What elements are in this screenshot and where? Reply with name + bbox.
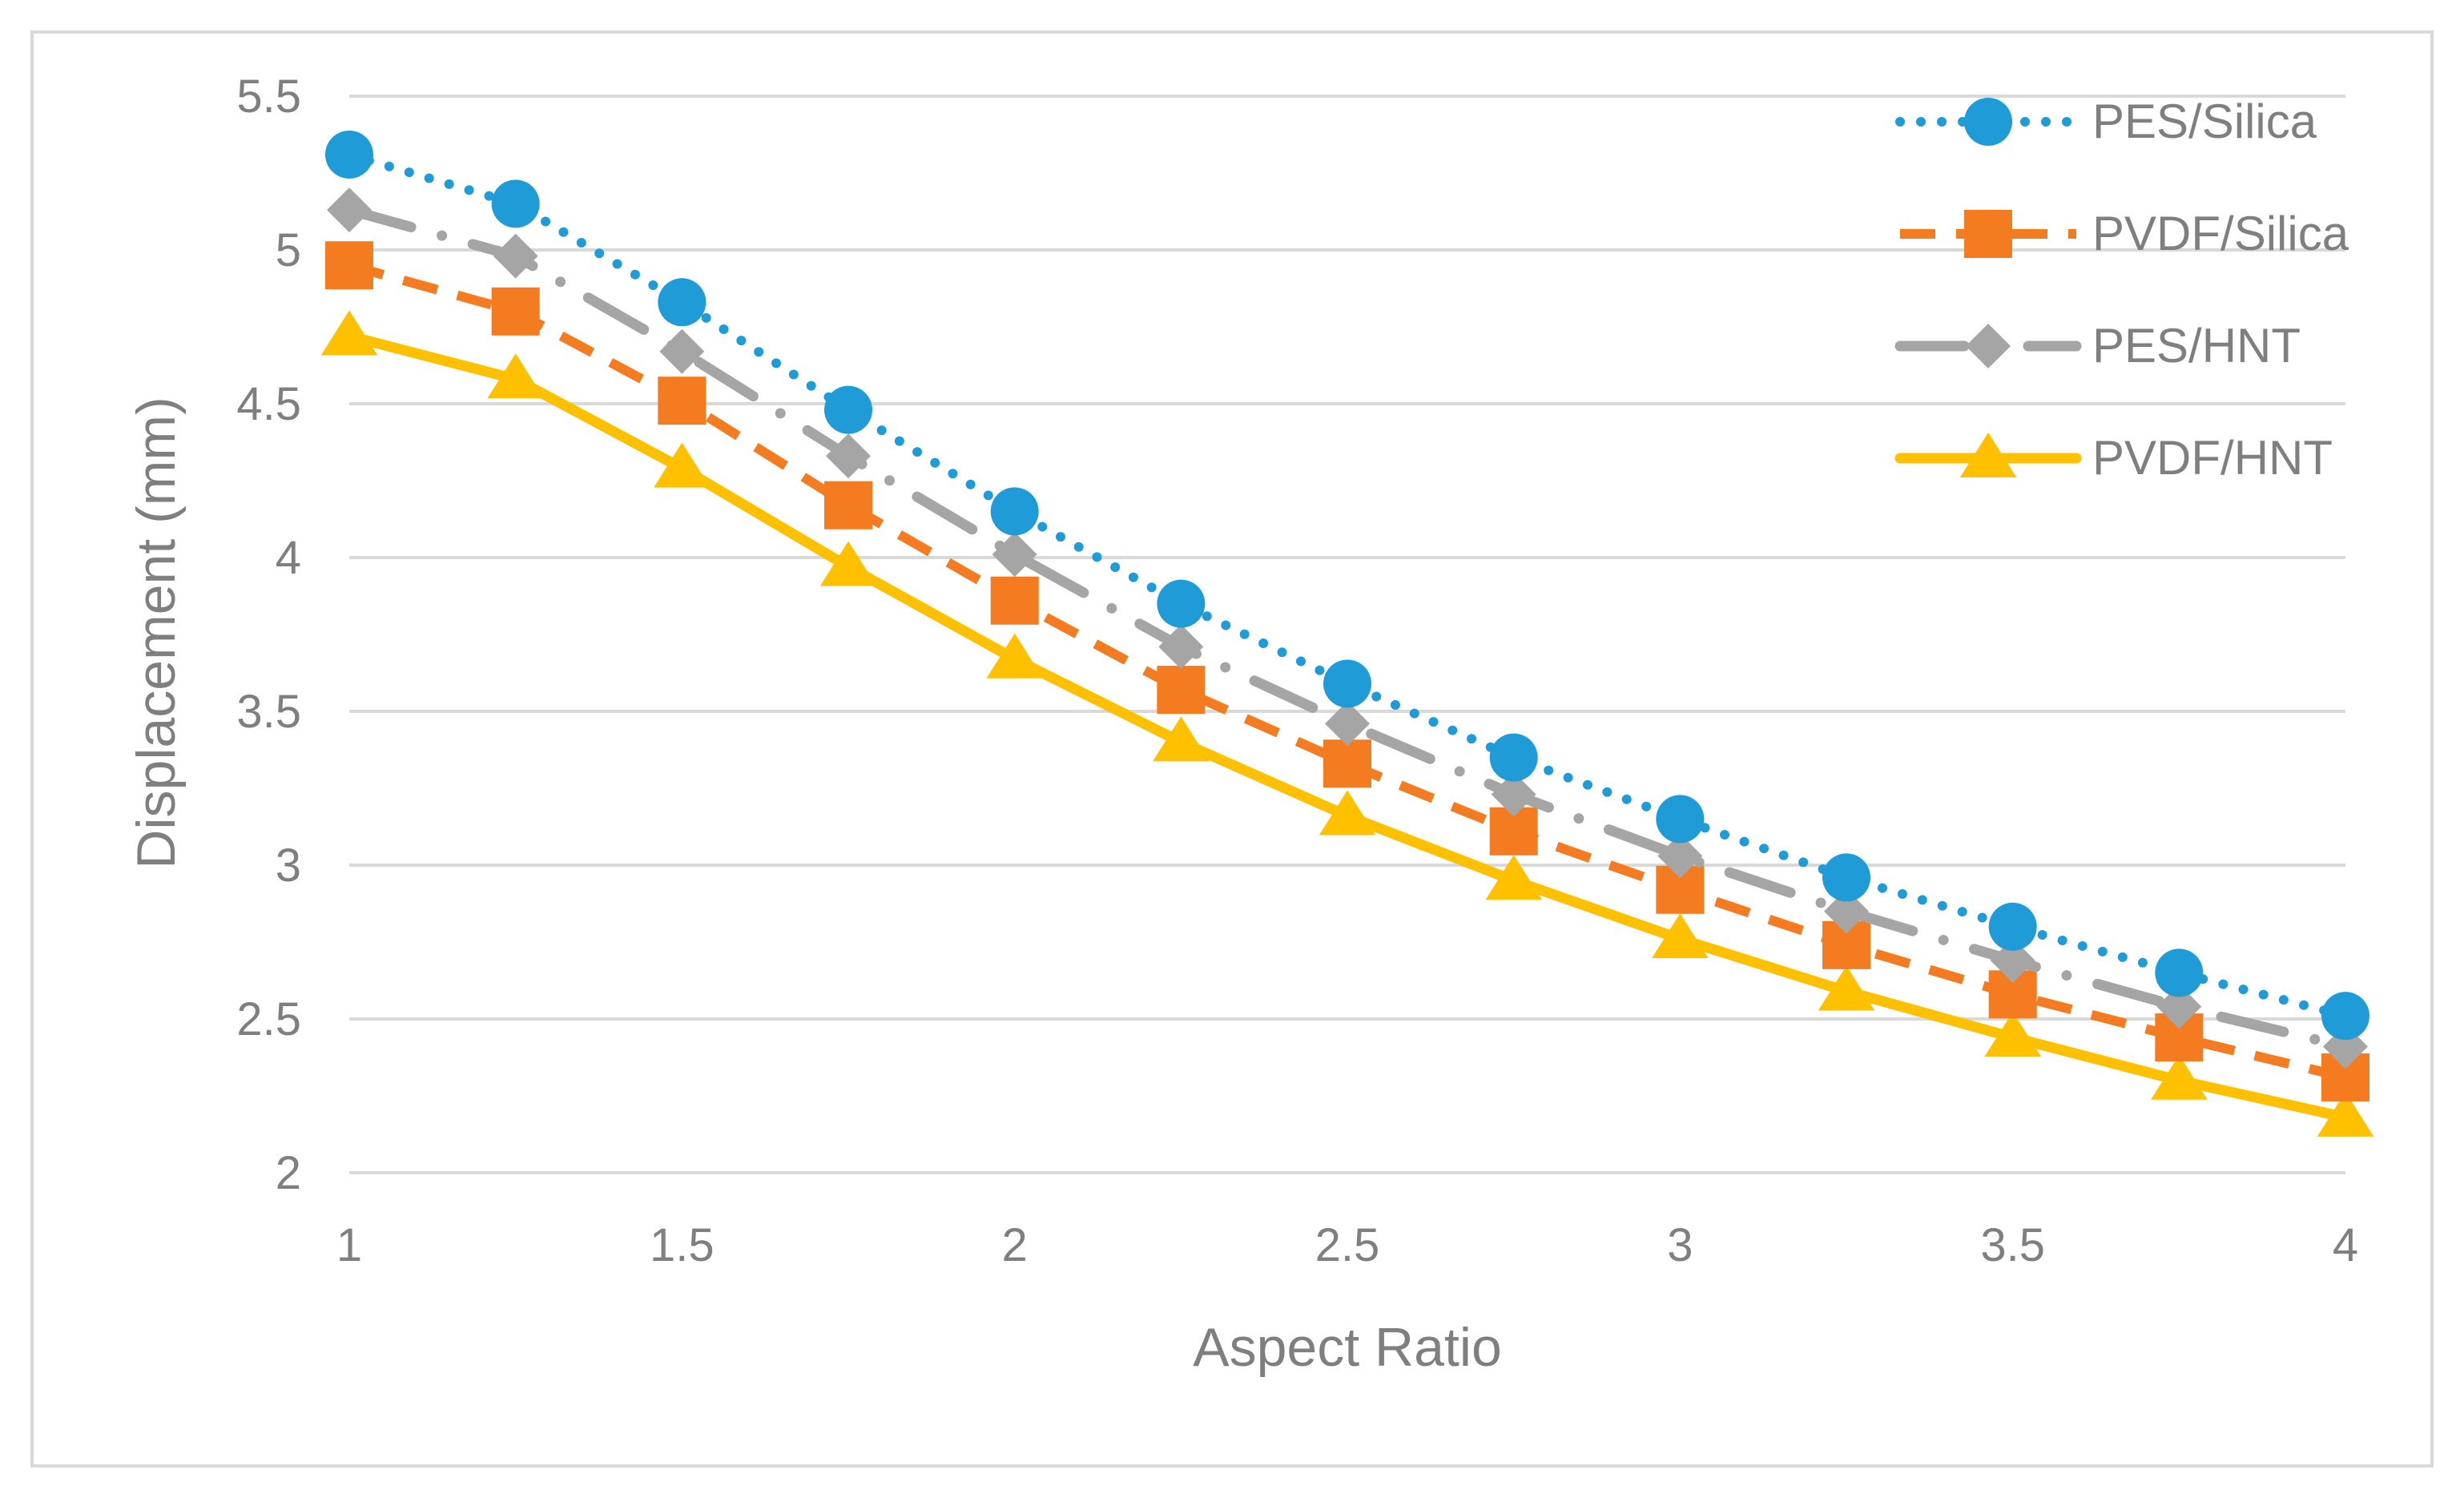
y-tick-label: 2: [276, 1147, 301, 1199]
data-point-pes-hnt: [2156, 984, 2202, 1029]
data-point-pvdf-hnt: [654, 442, 711, 488]
data-point-pvdf-silica: [1157, 666, 1206, 715]
data-point-pes-silica: [1157, 579, 1206, 628]
legend-marker-pvdf-silica: [1964, 210, 2012, 258]
data-point-pvdf-hnt: [1153, 716, 1210, 762]
series-line-pes-silica: [344, 149, 2350, 1021]
x-tick-label: 1: [336, 1219, 362, 1271]
data-point-pvdf-hnt: [1485, 855, 1542, 900]
legend-entry-pvdf-silica: PVDF/Silica: [1900, 207, 2349, 260]
data-point-pes-silica: [1822, 853, 1870, 902]
legend: PES/Silica PVDF/Silica PES/HNT PVDF/HNT: [1894, 95, 2349, 485]
data-point-pvdf-hnt: [2317, 1091, 2374, 1137]
data-point-pes-silica: [325, 130, 373, 179]
data-point-pes-silica: [1489, 733, 1538, 782]
data-point-pes-silica: [1988, 902, 2037, 951]
data-point-pvdf-hnt: [986, 633, 1043, 679]
series-layer: [320, 130, 2374, 1137]
data-point-pvdf-hnt: [1652, 913, 1709, 959]
data-point-pes-silica: [990, 487, 1039, 536]
legend-entry-pes-silica: PES/Silica: [1895, 95, 2317, 148]
data-point-pes-silica: [1323, 659, 1371, 708]
y-tick-label: 4.5: [236, 378, 301, 430]
legend-entry-pes-hnt: PES/HNT: [1894, 319, 2301, 372]
y-tick-label: 3: [276, 840, 301, 892]
legend-entry-pvdf-hnt: PVDF/HNT: [1894, 431, 2333, 485]
data-point-pes-hnt: [826, 433, 871, 479]
data-point-pes-silica: [824, 385, 872, 434]
data-point-pvdf-hnt: [2151, 1054, 2208, 1100]
data-point-pes-hnt: [1158, 624, 1204, 670]
data-point-pes-hnt: [327, 187, 372, 233]
x-axis-title: Aspect Ratio: [1193, 1317, 1502, 1378]
data-point-pes-silica: [2321, 992, 2369, 1041]
data-point-pvdf-silica: [491, 287, 540, 336]
data-point-pes-hnt: [1657, 833, 1703, 879]
data-point-pvdf-silica: [1323, 739, 1371, 788]
legend-marker-pvdf-hnt: [1959, 433, 2017, 477]
data-point-pvdf-hnt: [1818, 965, 1875, 1011]
x-tick-label: 2.5: [1315, 1219, 1380, 1271]
legend-marker-pes-silica: [1964, 98, 2012, 146]
data-point-pes-hnt: [493, 233, 538, 279]
legend-label-pvdf-hnt: PVDF/HNT: [2092, 431, 2333, 485]
data-point-pvdf-silica: [325, 241, 373, 290]
data-point-pes-silica: [2155, 948, 2204, 997]
data-point-pes-hnt: [1325, 701, 1370, 747]
y-tick-label: 3.5: [236, 686, 301, 738]
y-tick-label: 5.5: [236, 70, 301, 123]
legend-label-pvdf-silica: PVDF/Silica: [2092, 207, 2349, 260]
x-tick-label: 3.5: [1980, 1219, 2045, 1271]
x-tick-label: 1.5: [650, 1219, 715, 1271]
series-pes-hnt: [327, 187, 2368, 1069]
x-tick-label: 3: [1667, 1219, 1693, 1271]
series-pvdf-hnt: [320, 310, 2374, 1137]
data-point-pes-silica: [1656, 795, 1705, 844]
axis-ticks: 2 2.5 3 3.5 4 4.5 5 5.5 1 1.5 2 2.5 3 3.5 4: [236, 70, 2358, 1271]
series-pes-silica: [325, 130, 2369, 1041]
data-point-pvdf-hnt: [819, 541, 877, 586]
legend-label-pes-hnt: PES/HNT: [2092, 319, 2301, 372]
data-point-pes-hnt: [1491, 771, 1536, 817]
x-tick-label: 4: [2333, 1219, 2358, 1271]
data-point-pes-hnt: [659, 328, 705, 374]
y-axis-title: Displacement (mm): [126, 397, 187, 868]
data-point-pvdf-hnt: [1984, 1012, 2041, 1057]
data-point-pvdf-silica: [990, 576, 1039, 625]
data-point-pes-hnt: [992, 532, 1037, 578]
y-tick-label: 4: [276, 532, 301, 584]
data-point-pes-hnt: [1990, 938, 2035, 984]
legend-label-pes-silica: PES/Silica: [2092, 95, 2317, 148]
data-point-pes-hnt: [1824, 888, 1869, 934]
y-tick-label: 5: [276, 224, 301, 276]
data-point-pes-silica: [658, 278, 707, 327]
grid-lines: [349, 95, 2345, 1174]
data-point-pvdf-silica: [824, 481, 872, 530]
series-line-pes-hnt: [344, 204, 2351, 1053]
data-point-pvdf-hnt: [1319, 790, 1376, 836]
data-point-pvdf-silica: [658, 377, 707, 425]
y-tick-label: 2.5: [236, 993, 301, 1045]
data-point-pvdf-hnt: [487, 353, 544, 399]
chart-frame: [30, 30, 2434, 1468]
x-tick-label: 2: [1002, 1219, 1028, 1271]
legend-marker-pes-hnt: [1966, 324, 2011, 368]
data-point-pes-silica: [491, 179, 540, 228]
data-point-pvdf-hnt: [320, 310, 378, 356]
